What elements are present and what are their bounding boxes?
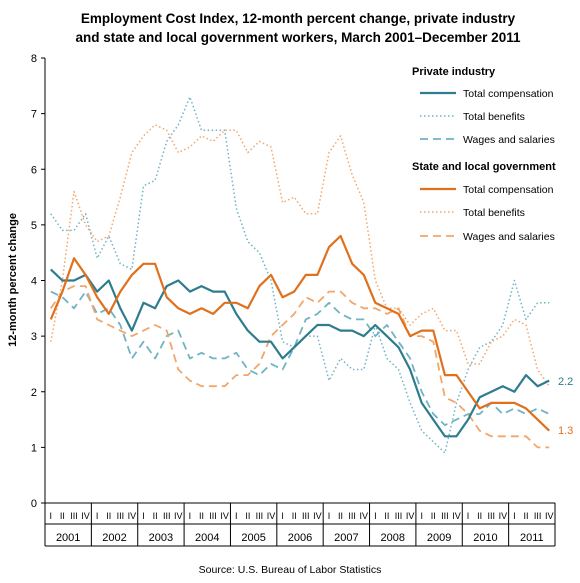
legend-entry-label: Wages and salaries	[463, 134, 555, 146]
x-quarter-label: I	[328, 511, 331, 521]
legend-heading: State and local government	[412, 161, 556, 173]
x-quarter-label: III	[256, 511, 264, 521]
x-year-label: 2008	[380, 532, 404, 544]
source-note: Source: U.S. Bureau of Labor Statistics	[199, 564, 382, 576]
x-quarter-label: II	[245, 511, 250, 521]
x-quarter-label: IV	[220, 511, 229, 521]
x-quarter-label: III	[534, 511, 542, 521]
x-quarter-label: I	[374, 511, 377, 521]
y-axis-label: 12-month percent change	[7, 213, 19, 347]
x-quarter-label: IV	[359, 511, 368, 521]
x-axis-ticks: I II III IV I II III IV I II III IV I II III IV I II III IV…	[44, 503, 556, 547]
legend-heading: Private industry	[412, 66, 496, 78]
y-tick-label: 3	[31, 331, 37, 343]
x-quarter-label: IV	[406, 511, 415, 521]
x-quarter-label: III	[348, 511, 356, 521]
x-quarter-label: III	[302, 511, 310, 521]
x-quarter-label: II	[106, 511, 111, 521]
x-quarter-label: IV	[81, 511, 90, 521]
x-year-label: 2010	[473, 532, 497, 544]
legend-entry-label: Total benefits	[463, 111, 525, 123]
x-quarter-label: III	[209, 511, 217, 521]
x-year-label: 2011	[520, 532, 544, 544]
legend-entry-label: Total compensation	[463, 88, 554, 100]
legend: Private industry Total compensation Total …	[405, 62, 557, 254]
y-tick-label: 0	[31, 498, 37, 510]
chart-title-line-1: Employment Cost Index, 12-month percent …	[81, 11, 516, 26]
x-quarter-label: II	[153, 511, 158, 521]
x-quarter-label: I	[50, 511, 53, 521]
x-quarter-label: II	[524, 511, 529, 521]
y-tick-label: 8	[31, 53, 37, 65]
x-quarter-label: III	[117, 511, 125, 521]
x-year-label: 2005	[241, 532, 265, 544]
x-quarter-label: III	[70, 511, 78, 521]
x-quarter-label: III	[487, 511, 495, 521]
x-quarter-label: I	[142, 511, 145, 521]
y-tick-label: 1	[31, 442, 37, 454]
y-tick-label: 7	[31, 109, 37, 121]
x-quarter-label: IV	[545, 511, 554, 521]
series-private-total-compensation	[50, 268, 550, 438]
series-private-wages-and-salaries	[50, 290, 550, 426]
y-tick-label: 6	[31, 164, 37, 176]
x-quarter-label: IV	[452, 511, 461, 521]
x-quarter-label: II	[338, 511, 343, 521]
x-year-label: 2009	[427, 532, 451, 544]
y-axis-ticks: 0 1 2 3 4 5 6 7 8	[31, 53, 45, 510]
x-quarter-label: IV	[174, 511, 183, 521]
x-quarter-label: II	[477, 511, 482, 521]
end-label-private: 2.2	[558, 376, 573, 388]
x-quarter-label: I	[96, 511, 99, 521]
x-quarter-label: I	[235, 511, 238, 521]
x-year-label: 2002	[102, 532, 126, 544]
x-quarter-label: I	[189, 511, 192, 521]
y-tick-label: 5	[31, 220, 37, 232]
x-quarter-label: II	[199, 511, 204, 521]
x-quarter-label: I	[420, 511, 423, 521]
x-quarter-label: II	[431, 511, 436, 521]
x-quarter-label: I	[513, 511, 516, 521]
x-year-label: 2007	[334, 532, 358, 544]
chart-title-line-2: and state and local government workers, …	[76, 30, 521, 45]
y-tick-label: 2	[31, 387, 37, 399]
x-year-label: 2001	[56, 532, 80, 544]
x-year-label: 2004	[195, 532, 219, 544]
x-quarter-label: III	[163, 511, 171, 521]
x-quarter-label: II	[384, 511, 389, 521]
series-state-total-benefits	[50, 124, 550, 387]
x-quarter-label: III	[441, 511, 449, 521]
x-quarter-label: IV	[499, 511, 508, 521]
legend-entry-label: Total compensation	[463, 184, 554, 196]
x-quarter-label: I	[281, 511, 284, 521]
series-state-wages-and-salaries	[50, 285, 550, 449]
x-year-label: 2006	[288, 532, 312, 544]
x-quarter-label: IV	[313, 511, 322, 521]
legend-entry-label: Total benefits	[463, 207, 525, 219]
y-tick-label: 4	[31, 276, 37, 288]
x-quarter-label: I	[467, 511, 470, 521]
end-label-state: 1.3	[558, 425, 573, 437]
x-quarter-label: II	[292, 511, 297, 521]
x-quarter-label: IV	[267, 511, 276, 521]
x-quarter-label: III	[395, 511, 403, 521]
series-layer	[49, 96, 550, 454]
x-quarter-label: IV	[128, 511, 137, 521]
legend-entry-label: Wages and salaries	[463, 231, 555, 243]
series-state-total-compensation	[49, 234, 550, 432]
x-quarter-label: II	[60, 511, 65, 521]
x-year-label: 2003	[149, 532, 173, 544]
